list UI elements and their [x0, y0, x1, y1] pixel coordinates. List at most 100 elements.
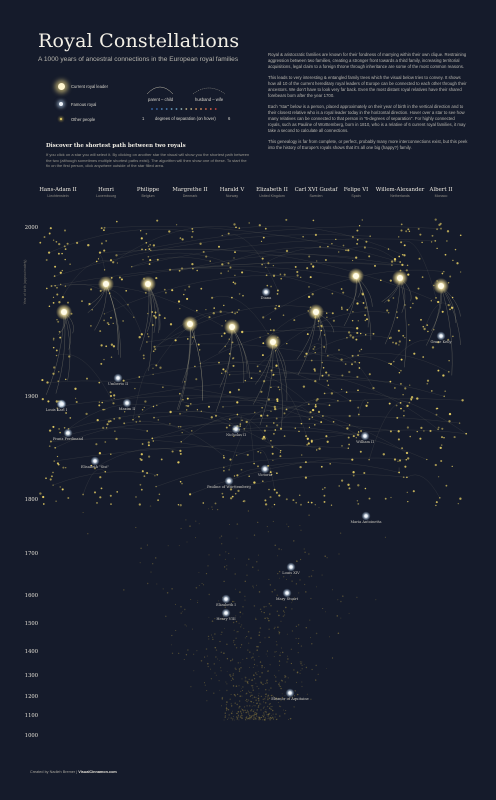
other-person-star[interactable] [253, 702, 255, 704]
other-person-star[interactable] [297, 624, 300, 626]
other-person-star[interactable] [322, 607, 324, 610]
other-person-star[interactable] [295, 501, 298, 504]
other-person-star[interactable] [276, 644, 278, 646]
other-person-star[interactable] [194, 365, 196, 368]
other-person-star[interactable] [317, 325, 319, 328]
other-person-star[interactable] [339, 532, 342, 534]
other-person-star[interactable] [246, 705, 248, 707]
other-person-star[interactable] [304, 476, 307, 479]
other-person-star[interactable] [285, 710, 287, 711]
other-person-star[interactable] [347, 447, 350, 449]
other-person-star[interactable] [138, 376, 141, 378]
other-person-star[interactable] [423, 327, 426, 331]
other-person-star[interactable] [274, 544, 276, 546]
other-person-star[interactable] [329, 463, 332, 465]
other-person-star[interactable] [198, 585, 200, 587]
other-person-star[interactable] [48, 429, 52, 432]
other-person-star[interactable] [139, 483, 142, 486]
other-person-star[interactable] [206, 655, 208, 657]
other-person-star[interactable] [306, 437, 309, 440]
other-person-star[interactable] [285, 408, 288, 411]
other-person-star[interactable] [214, 646, 217, 649]
other-person-star[interactable] [291, 630, 294, 632]
other-person-star[interactable] [48, 232, 51, 235]
other-person-star[interactable] [272, 716, 274, 719]
other-person-star[interactable] [133, 316, 135, 318]
other-person-star[interactable] [280, 620, 282, 622]
other-person-star[interactable] [198, 523, 200, 525]
other-person-star[interactable] [435, 501, 438, 504]
other-person-star[interactable] [93, 491, 97, 494]
other-person-star[interactable] [218, 245, 220, 248]
other-person-star[interactable] [56, 318, 58, 321]
other-person-star[interactable] [308, 403, 310, 405]
other-person-star[interactable] [243, 428, 245, 430]
other-person-star[interactable] [325, 435, 328, 438]
current-royal-star[interactable] [313, 309, 319, 315]
other-person-star[interactable] [152, 350, 155, 353]
other-person-star[interactable] [219, 660, 220, 661]
other-person-star[interactable] [439, 497, 441, 499]
other-person-star[interactable] [310, 501, 313, 504]
other-person-star[interactable] [351, 336, 355, 339]
other-person-star[interactable] [437, 426, 440, 429]
other-person-star[interactable] [238, 668, 241, 670]
other-person-star[interactable] [152, 244, 156, 247]
other-person-star[interactable] [191, 227, 194, 230]
other-person-star[interactable] [360, 332, 362, 335]
other-person-star[interactable] [223, 304, 225, 307]
other-person-star[interactable] [280, 277, 283, 280]
other-person-star[interactable] [235, 226, 237, 229]
other-person-star[interactable] [246, 635, 248, 638]
other-person-star[interactable] [233, 435, 235, 438]
other-person-star[interactable] [116, 491, 119, 493]
other-person-star[interactable] [140, 453, 143, 456]
other-person-star[interactable] [120, 278, 123, 281]
other-person-star[interactable] [147, 256, 150, 258]
other-person-star[interactable] [153, 314, 156, 317]
other-person-star[interactable] [347, 436, 350, 439]
other-person-star[interactable] [179, 425, 182, 428]
other-person-star[interactable] [345, 391, 348, 393]
other-person-star[interactable] [259, 676, 261, 678]
other-person-star[interactable] [234, 251, 236, 254]
other-person-star[interactable] [305, 435, 308, 438]
other-person-star[interactable] [171, 588, 173, 590]
other-person-star[interactable] [314, 370, 316, 372]
other-person-star[interactable] [278, 682, 280, 684]
other-person-star[interactable] [259, 641, 261, 643]
other-person-star[interactable] [54, 446, 57, 449]
other-person-star[interactable] [324, 258, 327, 262]
other-person-star[interactable] [141, 443, 144, 445]
other-person-star[interactable] [157, 419, 160, 421]
other-person-star[interactable] [273, 656, 275, 658]
other-person-star[interactable] [291, 608, 293, 610]
other-person-star[interactable] [241, 717, 243, 719]
other-person-star[interactable] [52, 302, 55, 304]
other-person-star[interactable] [275, 699, 278, 701]
other-person-star[interactable] [300, 422, 303, 425]
other-person-star[interactable] [211, 634, 212, 636]
other-person-star[interactable] [225, 426, 228, 429]
other-person-star[interactable] [227, 232, 230, 235]
other-person-star[interactable] [285, 676, 287, 678]
other-person-star[interactable] [229, 266, 232, 269]
other-person-star[interactable] [341, 306, 343, 308]
other-person-star[interactable] [264, 688, 267, 691]
other-person-star[interactable] [437, 341, 440, 344]
other-person-star[interactable] [234, 667, 236, 669]
other-person-star[interactable] [55, 349, 58, 352]
other-person-star[interactable] [260, 390, 263, 393]
other-person-star[interactable] [399, 402, 402, 404]
other-person-star[interactable] [210, 296, 214, 299]
other-person-star[interactable] [286, 342, 288, 345]
other-person-star[interactable] [277, 572, 279, 575]
other-person-star[interactable] [357, 320, 359, 322]
other-person-star[interactable] [285, 218, 288, 221]
other-person-star[interactable] [293, 319, 296, 322]
other-person-star[interactable] [100, 487, 103, 490]
other-person-star[interactable] [250, 377, 253, 379]
other-person-star[interactable] [274, 350, 277, 352]
other-person-star[interactable] [284, 614, 286, 616]
other-person-star[interactable] [96, 502, 98, 504]
